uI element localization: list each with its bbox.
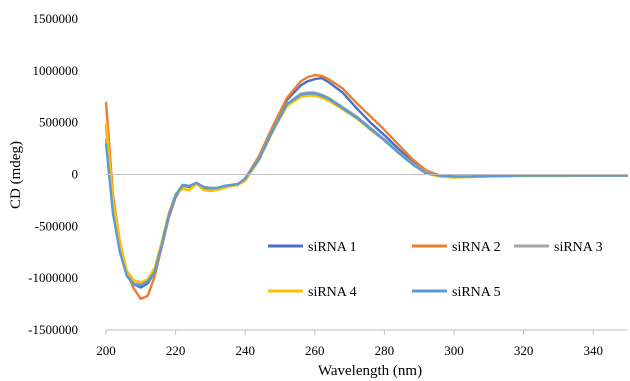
series-layer — [104, 73, 628, 301]
x-tick-label: 320 — [514, 343, 534, 358]
y-tick-label: 500000 — [39, 115, 78, 130]
x-tick-label: 260 — [305, 343, 325, 358]
series-line-5 — [104, 92, 628, 287]
legend-label-2: siRNA 2 — [452, 240, 501, 255]
y-tick-label: 1500000 — [33, 11, 79, 26]
x-axis-title: Wavelength (nm) — [318, 363, 422, 379]
x-tick-label: 280 — [375, 343, 395, 358]
legend-label-3: siRNA 3 — [554, 240, 603, 255]
x-tick-label: 200 — [96, 343, 116, 358]
x-tick-label: 300 — [444, 343, 464, 358]
legend-label-4: siRNA 4 — [308, 285, 357, 300]
y-tick-label: 0 — [72, 167, 79, 182]
legend: siRNA 1 siRNA 2 siRNA 3 siRNA 4 siRNA 5 — [268, 240, 603, 300]
y-axis-title: CD (mdeg) — [8, 141, 24, 209]
y-tick-label: -1000000 — [28, 270, 78, 285]
legend-label-1: siRNA 1 — [308, 240, 357, 255]
x-tick-label: 340 — [583, 343, 603, 358]
x-tick-label: 240 — [235, 343, 255, 358]
series-line-2 — [104, 73, 628, 301]
y-tick-label: -500000 — [35, 218, 78, 233]
series-line-1 — [104, 76, 628, 289]
legend-label-5: siRNA 5 — [452, 285, 501, 300]
y-tick-label: -1500000 — [28, 322, 78, 337]
x-tick-label: 220 — [166, 343, 186, 358]
y-tick-label: 1000000 — [33, 63, 79, 78]
axes-layer: -1500000 -1000000 -500000 0 500000 1000000 150… — [28, 11, 628, 358]
